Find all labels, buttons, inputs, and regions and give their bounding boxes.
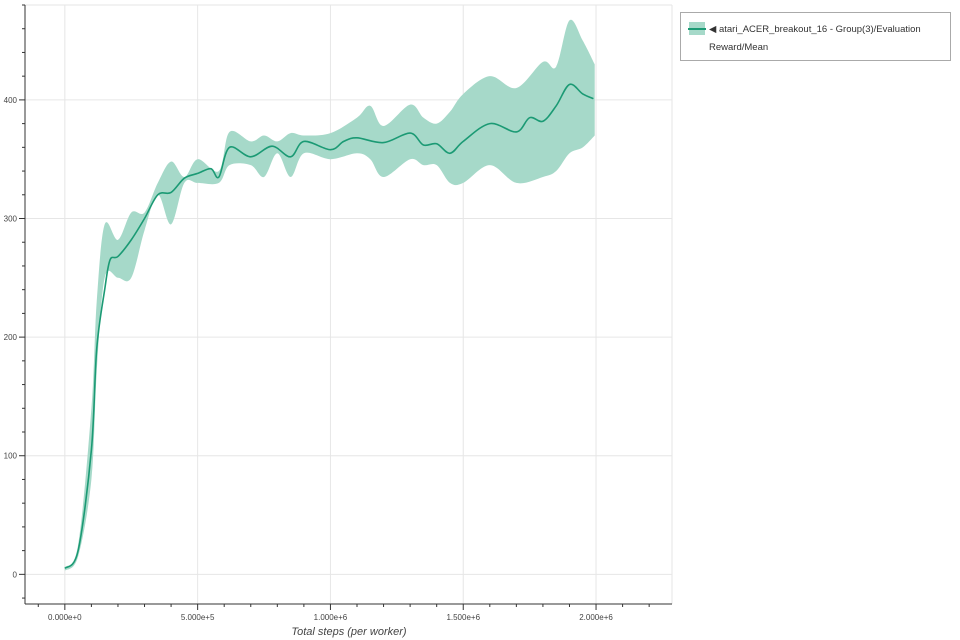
legend-swatch-icon — [688, 22, 706, 35]
x-tick-label: 1.000e+6 — [314, 613, 348, 622]
legend[interactable]: ◀ atari_ACER_breakout_16 - Group(3)/Eval… — [680, 12, 951, 61]
y-tick-label: 0 — [13, 570, 18, 579]
axes: 0.000e+0 5.000e+5 1.000e+6 1.500e+6 2.000e+6… — [4, 4, 672, 622]
mean-line — [64, 83, 594, 570]
confidence-band — [64, 19, 595, 571]
x-axis-label: Total steps (per worker) — [291, 626, 406, 638]
series-line — [64, 83, 594, 570]
series-band — [64, 19, 595, 571]
y-tick-label: 100 — [4, 452, 18, 461]
y-tick-label: 400 — [4, 96, 18, 105]
x-tick-label: 2.000e+6 — [579, 613, 613, 622]
legend-entry[interactable]: ◀ atari_ACER_breakout_16 - Group(3)/Eval… — [709, 24, 921, 53]
y-tick-label: 300 — [4, 215, 18, 224]
x-tick-label: 0.000e+0 — [48, 613, 82, 622]
x-tick-label: 1.500e+6 — [446, 613, 480, 622]
x-tick-label: 5.000e+5 — [181, 613, 215, 622]
y-tick-label: 200 — [4, 333, 18, 342]
